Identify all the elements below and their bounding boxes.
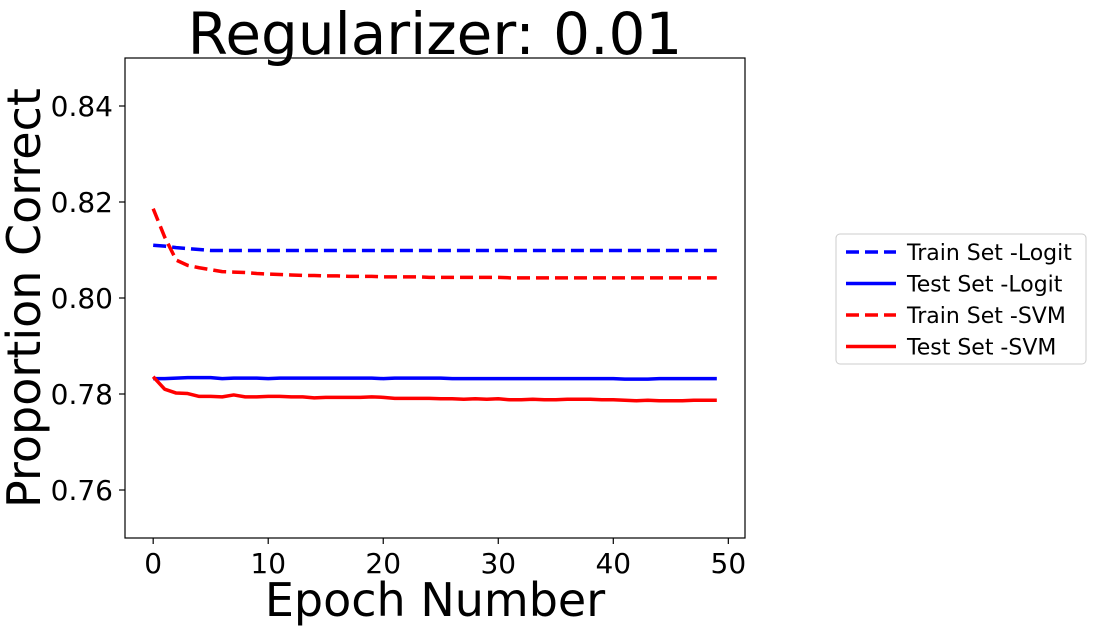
series-line-2 [153, 375, 717, 381]
x-tick-label: 50 [711, 547, 747, 580]
x-tick-label: 30 [480, 547, 516, 580]
series-line-3 [151, 208, 717, 280]
y-axis-label: Proportion Correct [0, 88, 51, 508]
legend: Train Set -Logit Test Set -Logit Train Set… [835, 233, 1087, 365]
chart-title: Regularizer: 0.01 [188, 0, 683, 68]
x-axis-label: Epoch Number [265, 573, 605, 627]
y-tick-label: 0.82 [51, 186, 113, 219]
plot-area: 0 10 20 30 40 50 0.76 0.78 0.80 0.82 0.84 [51, 57, 747, 580]
legend-label-3: Train Set -SVM [906, 304, 1066, 329]
y-tick-label: 0.78 [51, 378, 113, 411]
legend-frame [835, 233, 1087, 365]
legend-label-4: Test Set -SVM [906, 336, 1056, 361]
x-tick-label: 10 [250, 547, 286, 580]
y-tick-label: 0.80 [51, 282, 113, 315]
y-tick-label: 0.84 [51, 90, 113, 123]
y-tick-label: 0.76 [51, 474, 113, 507]
legend-label-1: Train Set -Logit [906, 241, 1072, 266]
series-line-4 [151, 375, 717, 403]
legend-label-2: Test Set -Logit [906, 273, 1063, 298]
x-tick-label: 20 [365, 547, 401, 580]
x-tick-label: 40 [595, 547, 631, 580]
x-tick-label: 0 [144, 547, 162, 580]
